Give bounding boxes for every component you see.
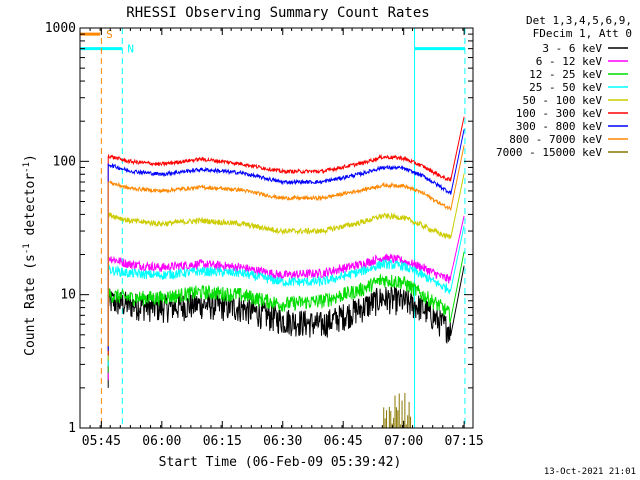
series-line <box>107 173 465 361</box>
series-line <box>107 129 465 351</box>
series-line <box>107 145 465 347</box>
series-line <box>107 251 465 373</box>
y-axis-label-end: ) <box>23 154 38 162</box>
night-label: N <box>127 43 134 56</box>
attenuator-label: S <box>106 28 113 41</box>
legend-header: Det 1,3,4,5,6,9, <box>526 14 632 27</box>
legend-label: 800 - 7000 keV <box>509 133 602 146</box>
data-series <box>107 116 465 428</box>
y-axis-label-sup2: -1 <box>22 162 32 173</box>
y-tick-label: 100 <box>53 154 76 169</box>
legend-label: 7000 - 15000 keV <box>496 146 602 159</box>
legend-label: 300 - 800 keV <box>516 120 602 133</box>
series-line <box>107 116 465 356</box>
series-line <box>107 215 465 380</box>
x-tick-label: 06:30 <box>263 434 302 449</box>
x-axis-label: Start Time (06-Feb-09 05:39:42) <box>159 455 402 470</box>
footer-timestamp: 13-Oct-2021 21:01 <box>544 467 636 477</box>
legend-header: FDecim 1, Att 0 <box>533 27 632 40</box>
series-line <box>107 225 465 367</box>
x-tick-label: 07:00 <box>384 434 423 449</box>
y-tick-label: 1 <box>68 421 76 436</box>
chart-title: RHESSI Observing Summary Count Rates <box>126 5 429 21</box>
plot-frame <box>79 27 474 429</box>
x-tick-label: 07:15 <box>445 434 484 449</box>
x-axis: 05:45 06:00 06:15 06:30 06:45 07:00 07:15 <box>79 28 484 449</box>
y-tick-label: 1000 <box>45 21 76 36</box>
legend-label: 100 - 300 keV <box>516 107 602 120</box>
x-tick-label: 06:15 <box>203 434 242 449</box>
x-tick-label: 05:45 <box>82 434 121 449</box>
y-axis-label-sup1: -1 <box>22 243 32 254</box>
legend-label: 12 - 25 keV <box>529 68 602 81</box>
y-tick-label: 10 <box>60 288 76 303</box>
legend-label: 50 - 100 keV <box>523 94 603 107</box>
legend-label: 6 - 12 keV <box>536 55 603 68</box>
x-tick-label: 06:45 <box>324 434 363 449</box>
y-axis-label-mid: detector <box>23 173 38 244</box>
legend-label: 25 - 50 keV <box>529 81 602 94</box>
y-axis-label-main: Count Rate (s <box>23 254 38 356</box>
legend-label: 3 - 6 keV <box>542 42 602 55</box>
legend: Det 1,3,4,5,6,9,FDecim 1, Att 0 3 - 6 keV… <box>496 14 632 159</box>
plot-area: SN <box>80 28 466 428</box>
y-axis: 1 10 100 1000 <box>45 21 473 436</box>
y-axis-label: Count Rate (s-1 detector-1) <box>22 154 38 356</box>
x-tick-label: 06:00 <box>142 434 181 449</box>
